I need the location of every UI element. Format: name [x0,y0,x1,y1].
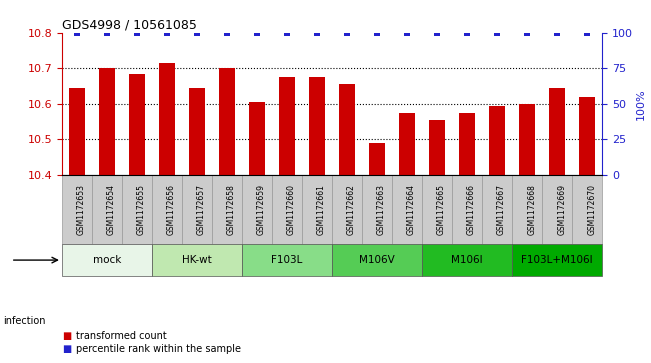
Bar [152,175,182,244]
Text: GSM1172653: GSM1172653 [77,184,86,235]
Bar [182,175,212,244]
Text: GSM1172654: GSM1172654 [107,184,116,235]
Text: GSM1172666: GSM1172666 [467,184,476,235]
Bar [368,143,385,175]
Bar [152,244,242,276]
Text: GSM1172658: GSM1172658 [227,184,236,235]
Bar [452,175,482,244]
Bar [512,244,602,276]
Text: GSM1172656: GSM1172656 [167,184,176,235]
Bar [279,77,296,175]
Bar [219,68,235,175]
Text: GSM1172664: GSM1172664 [407,184,416,235]
Text: mock: mock [92,255,121,265]
Text: GSM1172655: GSM1172655 [137,184,146,235]
Bar [272,175,302,244]
Bar [489,106,505,175]
Bar [189,88,205,175]
Bar [399,113,415,175]
Text: GSM1172670: GSM1172670 [587,184,596,235]
Bar [542,175,572,244]
Text: GDS4998 / 10561085: GDS4998 / 10561085 [62,19,197,32]
Y-axis label: 100%: 100% [635,88,646,119]
Bar [429,120,445,175]
Text: F103L+M106I: F103L+M106I [521,255,593,265]
Bar [129,74,145,175]
Bar [159,63,175,175]
Bar [339,84,355,175]
Text: ■: ■ [62,344,71,354]
Bar [68,88,85,175]
Text: HK-wt: HK-wt [182,255,212,265]
Text: GSM1172669: GSM1172669 [557,184,566,235]
Text: GSM1172665: GSM1172665 [437,184,446,235]
Bar [579,97,596,175]
Text: GSM1172659: GSM1172659 [257,184,266,235]
Bar [392,175,422,244]
Bar [512,175,542,244]
Bar [122,175,152,244]
Text: ■: ■ [62,331,71,341]
Text: percentile rank within the sample: percentile rank within the sample [76,344,241,354]
Text: GSM1172657: GSM1172657 [197,184,206,235]
Text: GSM1172667: GSM1172667 [497,184,506,235]
Bar [422,244,512,276]
Text: M106I: M106I [451,255,483,265]
Bar [62,244,152,276]
Bar [242,244,332,276]
Text: infection: infection [3,316,46,326]
Bar [332,175,362,244]
Bar [249,102,265,175]
Bar [459,113,475,175]
Bar [519,104,535,175]
Text: GSM1172661: GSM1172661 [317,184,326,235]
Bar [549,88,566,175]
Bar [98,68,115,175]
Bar [422,175,452,244]
Text: F103L: F103L [271,255,303,265]
Text: M106V: M106V [359,255,395,265]
Bar [212,175,242,244]
Bar [92,175,122,244]
Bar [302,175,332,244]
Bar [482,175,512,244]
Text: GSM1172663: GSM1172663 [377,184,386,235]
Bar [332,244,422,276]
Bar [309,77,326,175]
Text: GSM1172662: GSM1172662 [347,184,356,235]
Text: GSM1172668: GSM1172668 [527,184,536,235]
Bar [242,175,272,244]
Bar [572,175,602,244]
Bar [62,175,92,244]
Text: transformed count: transformed count [76,331,167,341]
Bar [362,175,392,244]
Text: GSM1172660: GSM1172660 [287,184,296,235]
